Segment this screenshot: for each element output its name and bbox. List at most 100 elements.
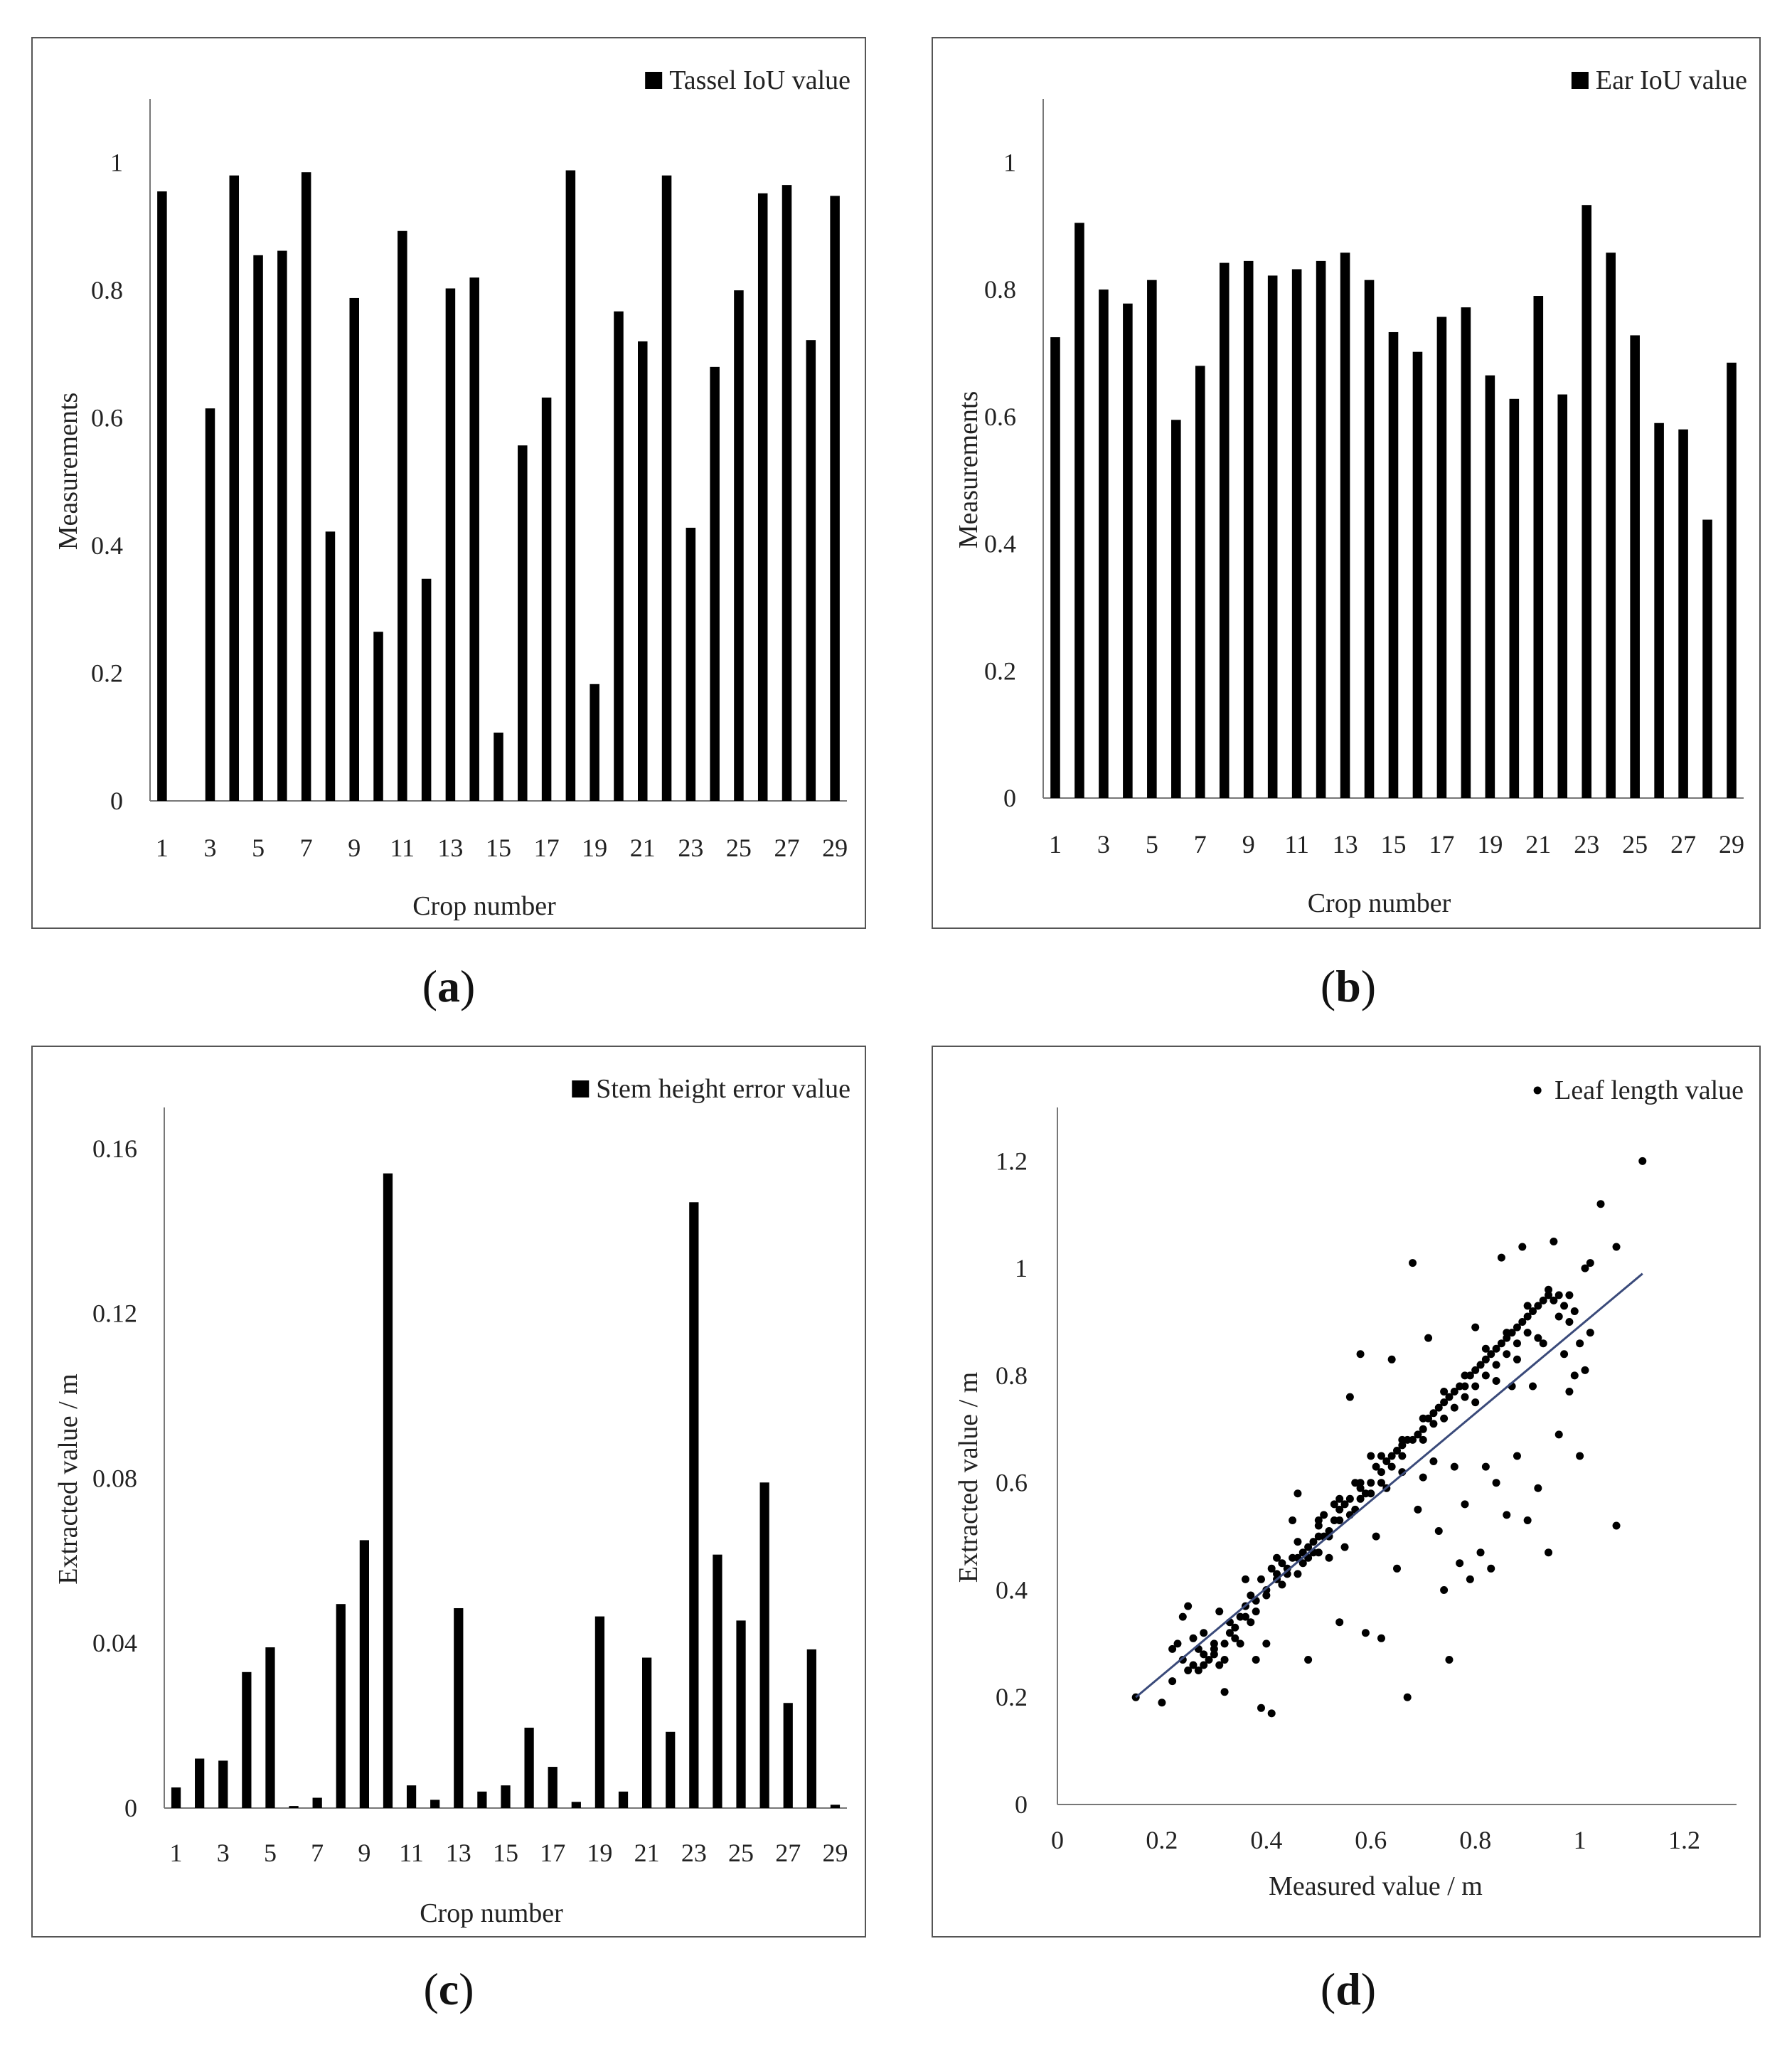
scatter-point [1356, 1479, 1365, 1487]
bar [430, 1800, 440, 1808]
scatter-point [1398, 1452, 1407, 1460]
scatter-point [1294, 1538, 1302, 1546]
scatter-point [1158, 1699, 1166, 1707]
scatter-point [1487, 1564, 1495, 1573]
scatter-point [1335, 1494, 1344, 1503]
bar [806, 1649, 816, 1808]
x-tick-label: 1 [1049, 830, 1062, 859]
scatter-point [1200, 1650, 1208, 1659]
y-tick-label: 0.4 [91, 531, 123, 560]
y-tick-label: 1.2 [996, 1147, 1028, 1175]
scatter-point [1440, 1414, 1449, 1423]
bar [830, 1804, 841, 1808]
scatter-point [1581, 1366, 1589, 1374]
scatter-point [1492, 1376, 1500, 1385]
x-tick-label: 23 [678, 834, 703, 862]
y-tick-label: 0.2 [996, 1683, 1028, 1711]
scatter-point [1481, 1355, 1490, 1364]
scatter-point [1294, 1489, 1302, 1498]
legend-label: Tassel IoU value [669, 65, 850, 95]
bar [1388, 331, 1399, 798]
caption-a: (a) [422, 961, 476, 1011]
y-tick-label: 0.8 [996, 1361, 1028, 1390]
scatter-point [1534, 1302, 1542, 1310]
scatter-point [1492, 1344, 1500, 1353]
bar [171, 1787, 181, 1808]
legend-marker [1533, 1086, 1542, 1095]
scatter-point [1298, 1548, 1307, 1557]
scatter-point [1314, 1521, 1323, 1530]
bar [218, 1760, 228, 1808]
scatter-point [1409, 1259, 1417, 1267]
scatter-point [1361, 1629, 1370, 1637]
scatter-point [1565, 1318, 1574, 1327]
scatter-point [1513, 1452, 1521, 1460]
scatter-point [1554, 1312, 1563, 1321]
bar [1606, 253, 1616, 798]
bar [548, 1767, 558, 1808]
x-tick-label: 21 [630, 834, 656, 862]
x-tick-label: 1 [1574, 1826, 1586, 1854]
scatter-point [1414, 1430, 1422, 1439]
x-tick-label: 0.2 [1146, 1826, 1178, 1854]
scatter-point [1450, 1388, 1458, 1396]
scatter-point [1492, 1361, 1500, 1369]
x-tick-label: 29 [822, 1839, 848, 1867]
scatter-point [1262, 1591, 1271, 1600]
scatter-point [1340, 1500, 1349, 1509]
scatter-point [1367, 1489, 1375, 1498]
scatter-point [1252, 1607, 1260, 1616]
scatter-point [1231, 1623, 1239, 1632]
bar [1630, 335, 1640, 798]
scatter-point [1534, 1484, 1542, 1492]
x-tick-label: 27 [775, 1839, 801, 1867]
y-tick-label: 0.2 [984, 657, 1016, 685]
scatter-point [1377, 1452, 1385, 1460]
bar [710, 366, 720, 801]
bar [195, 1758, 205, 1808]
x-tick-label: 5 [1146, 830, 1158, 859]
x-tick-label: 25 [728, 1839, 754, 1867]
scatter-point [1481, 1371, 1490, 1380]
bar [205, 408, 215, 801]
x-tick-label: 7 [300, 834, 313, 862]
bar [454, 1607, 464, 1808]
scatter-point [1414, 1505, 1422, 1514]
scatter-point [1445, 1655, 1454, 1664]
bar [157, 191, 167, 801]
scatter-point [1273, 1553, 1281, 1562]
bar [689, 1202, 699, 1808]
bar [1171, 420, 1181, 798]
x-axis-title: Crop number [412, 891, 556, 921]
scatter-point [1262, 1585, 1271, 1594]
scatter-point [1215, 1607, 1224, 1616]
bar [265, 1647, 275, 1808]
scatter-point [1429, 1457, 1438, 1466]
bar [638, 341, 648, 801]
scatter-point [1513, 1339, 1521, 1348]
scatter-point [1570, 1371, 1579, 1380]
scatter-point [1560, 1302, 1569, 1310]
scatter-point [1513, 1323, 1521, 1332]
legend-swatch [645, 72, 663, 89]
legend-swatch [572, 1080, 590, 1097]
bar [1316, 260, 1326, 798]
x-tick-label: 15 [493, 1839, 518, 1867]
x-tick-label: 13 [1333, 830, 1358, 859]
x-axis-title: Crop number [420, 1898, 563, 1928]
scatter-point [1550, 1237, 1558, 1245]
scatter-point [1289, 1516, 1297, 1524]
y-tick-label: 0 [110, 787, 123, 815]
x-tick-label: 0.6 [1355, 1826, 1387, 1854]
x-tick-label: 9 [358, 1839, 370, 1867]
scatter-point [1550, 1296, 1558, 1304]
bar [1099, 289, 1109, 798]
scatter-point [1461, 1382, 1469, 1391]
scatter-point [1184, 1667, 1193, 1675]
scatter-point [1304, 1543, 1313, 1551]
bar [1509, 398, 1520, 798]
scatter-point [1466, 1575, 1474, 1583]
scatter-point [1429, 1409, 1438, 1418]
x-tick-label: 29 [822, 834, 848, 862]
y-axis-title: Measurements [53, 393, 83, 551]
